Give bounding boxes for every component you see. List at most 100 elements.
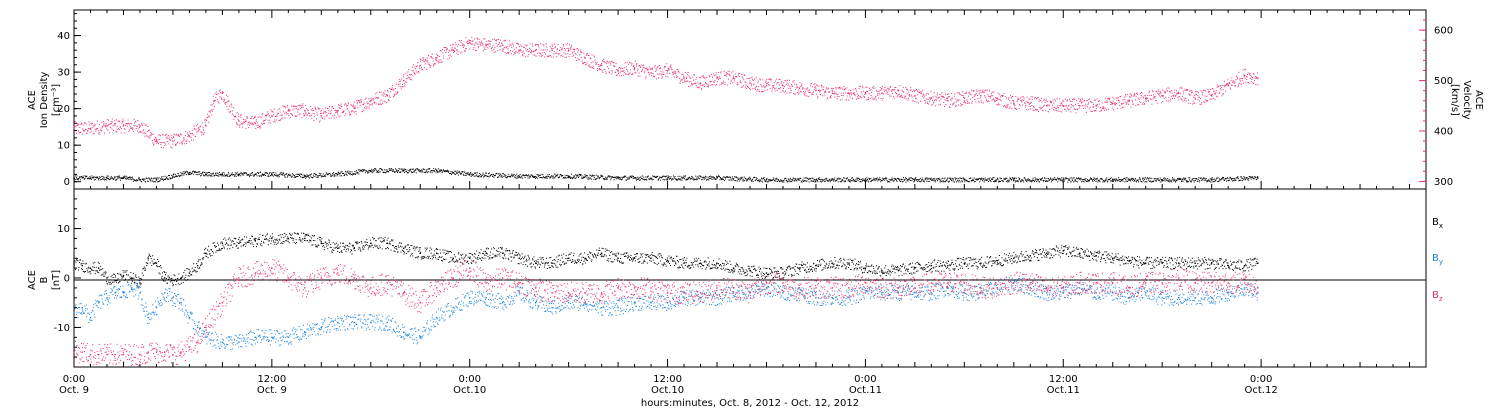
trace-point	[974, 98, 976, 100]
trace-point	[1107, 97, 1109, 99]
trace-point	[666, 63, 668, 65]
trace-point	[839, 86, 841, 88]
trace-point	[891, 177, 893, 179]
trace-point	[1005, 177, 1007, 179]
trace-point	[921, 91, 923, 93]
trace-point	[223, 98, 225, 100]
trace-point	[587, 52, 589, 54]
trace-point	[893, 89, 895, 91]
trace-point	[136, 125, 138, 127]
trace-point	[756, 90, 758, 92]
trace-point	[985, 179, 987, 181]
trace-point	[1197, 95, 1199, 97]
trace-point	[701, 76, 703, 78]
trace-point	[1237, 85, 1239, 87]
trace-point	[847, 93, 849, 95]
trace-point	[385, 96, 387, 98]
trace-point	[918, 89, 920, 91]
trace-point	[138, 123, 140, 125]
trace-point	[656, 176, 658, 178]
data-point	[469, 42, 471, 44]
trace-point	[276, 174, 278, 176]
trace-point	[336, 110, 338, 112]
trace-point	[1220, 89, 1222, 91]
trace-point	[156, 177, 158, 179]
trace-point	[789, 177, 791, 179]
trace-point	[708, 75, 710, 77]
data-point	[1095, 105, 1097, 107]
trace-point	[464, 50, 466, 52]
trace-point	[395, 168, 397, 170]
trace-point	[294, 105, 296, 107]
trace-point	[453, 50, 455, 52]
trace-point	[493, 51, 495, 53]
trace-point	[585, 64, 587, 66]
trace-point	[1059, 180, 1061, 182]
trace-point	[1238, 82, 1240, 84]
trace-point	[292, 109, 294, 111]
trace-point	[312, 112, 314, 114]
trace-point	[677, 69, 679, 71]
trace-point	[210, 109, 212, 111]
trace-point	[597, 175, 599, 177]
trace-point	[254, 116, 256, 118]
trace-point	[1024, 102, 1026, 104]
trace-point	[508, 173, 510, 175]
trace-point	[975, 101, 977, 103]
trace-point	[793, 93, 795, 95]
trace-point	[997, 178, 999, 180]
trace-point	[562, 44, 564, 46]
trace-point	[720, 71, 722, 73]
trace-point	[533, 50, 535, 52]
trace-point	[1044, 181, 1046, 183]
trace-point	[560, 174, 562, 176]
trace-point	[457, 174, 459, 176]
trace-point	[398, 171, 400, 173]
trace-point	[550, 177, 552, 179]
trace-point	[795, 87, 797, 89]
trace-point	[1010, 178, 1012, 180]
trace-point	[1000, 100, 1002, 102]
trace-point	[857, 178, 859, 180]
trace-point	[724, 84, 726, 86]
trace-point	[876, 93, 878, 95]
trace-point	[945, 104, 947, 106]
trace-point	[555, 52, 557, 54]
trace-point	[350, 104, 352, 106]
trace-point	[421, 68, 423, 70]
trace-point	[348, 110, 350, 112]
trace-point	[1202, 89, 1204, 91]
trace-point	[386, 94, 388, 96]
trace-point	[1241, 77, 1243, 79]
trace-point	[407, 77, 409, 79]
trace-point	[227, 95, 229, 97]
trace-point	[188, 131, 190, 133]
trace-point	[158, 143, 159, 145]
trace-point	[399, 83, 401, 85]
trace-point	[336, 175, 338, 177]
trace-point	[812, 93, 814, 95]
trace-point	[264, 175, 266, 177]
trace-point	[1098, 100, 1100, 102]
trace-point	[579, 49, 581, 51]
trace-point	[992, 91, 994, 93]
trace-point	[307, 176, 309, 178]
trace-point	[967, 100, 969, 102]
trace-point	[327, 109, 329, 111]
trace-point	[721, 178, 723, 180]
trace-point	[955, 177, 957, 179]
trace-point	[1126, 101, 1128, 103]
trace-point	[422, 171, 424, 173]
trace-point	[620, 75, 622, 77]
trace-point	[1216, 95, 1218, 97]
trace-point	[603, 58, 605, 60]
trace-point	[976, 89, 978, 91]
trace-point	[1165, 96, 1167, 98]
trace-point	[973, 90, 975, 92]
trace-point	[273, 121, 275, 123]
trace-point	[908, 94, 910, 96]
trace-point	[743, 180, 745, 182]
trace-point	[280, 114, 282, 116]
trace-point	[345, 112, 347, 114]
trace-point	[946, 179, 948, 181]
